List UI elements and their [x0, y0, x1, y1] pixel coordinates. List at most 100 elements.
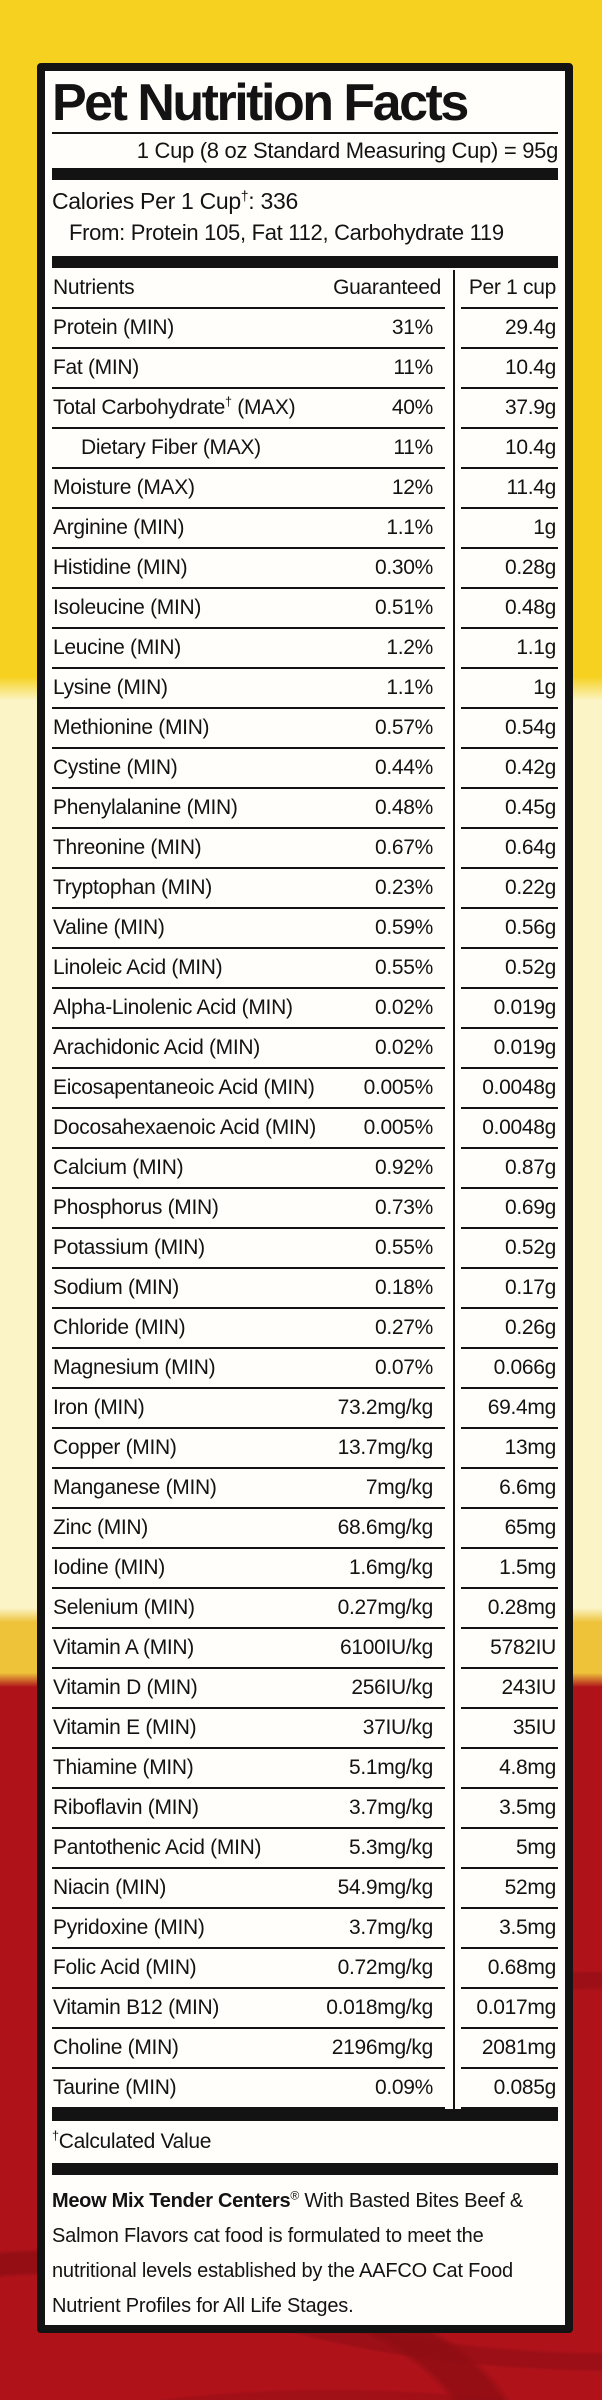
nutrient-name: Manganese (MIN): [53, 1476, 217, 1499]
guaranteed-value: 0.72mg/kg: [337, 1956, 434, 1979]
guaranteed-value: 0.55%: [374, 1236, 433, 1259]
nutrient-name: Methionine (MIN): [53, 716, 210, 739]
table-row: Phenylalanine (MIN) 0.48% 0.45g: [52, 789, 558, 829]
thick-divider-2: [52, 256, 558, 268]
nutrient-name: Iodine (MIN): [53, 1556, 165, 1579]
per-cup-value: 0.017mg: [476, 1996, 556, 2019]
per-cup-value: 1.5mg: [499, 1556, 556, 1579]
column-divider: [453, 270, 455, 2109]
guaranteed-value: 0.59%: [374, 916, 433, 939]
table-row: Fat (MIN) 11% 10.4g: [52, 349, 558, 389]
per-cup-value: 0.87g: [504, 1156, 556, 1179]
per-cup-value: 0.69g: [504, 1196, 556, 1219]
table-row: Thiamine (MIN) 5.1mg/kg 4.8mg: [52, 1749, 558, 1789]
nutrient-name: Valine (MIN): [53, 916, 165, 939]
table-row: Iron (MIN) 73.2mg/kg 69.4mg: [52, 1389, 558, 1429]
guaranteed-value: 0.005%: [363, 1116, 434, 1139]
nutrient-name: Vitamin B12 (MIN): [53, 1996, 220, 2019]
per-cup-value: 0.56g: [504, 916, 556, 939]
nutrient-name: Dietary Fiber (MAX): [81, 436, 261, 459]
dagger-symbol: †: [240, 188, 249, 204]
guaranteed-value: 0.92%: [374, 1156, 433, 1179]
table-row: Eicosapentaneoic Acid (MIN) 0.005% 0.0048g: [52, 1069, 558, 1109]
nutrient-name: Potassium (MIN): [53, 1236, 205, 1259]
header-nutrients: Nutrients: [53, 275, 135, 299]
guaranteed-value: 31%: [391, 316, 433, 339]
nutrient-name: Pantothenic Acid (MIN): [53, 1836, 262, 1859]
nutrient-name: Iron (MIN): [53, 1396, 145, 1419]
table-row: Manganese (MIN) 7mg/kg 6.6mg: [52, 1469, 558, 1509]
guaranteed-value: 1.1%: [386, 516, 433, 539]
table-row: Zinc (MIN) 68.6mg/kg 65mg: [52, 1509, 558, 1549]
table-row: Selenium (MIN) 0.27mg/kg 0.28mg: [52, 1589, 558, 1629]
nutrient-name: Magnesium (MIN): [53, 1356, 216, 1379]
per-cup-value: 0.22g: [504, 876, 556, 899]
guaranteed-value: 0.02%: [374, 1036, 433, 1059]
per-cup-value: 4.8mg: [499, 1756, 556, 1779]
per-cup-value: 0.52g: [504, 1236, 556, 1259]
per-cup-value: 0.085g: [493, 2076, 557, 2099]
per-cup-value: 0.0048g: [482, 1076, 556, 1099]
per-cup-value: 10.4g: [504, 356, 556, 379]
thick-divider-4: [52, 2163, 558, 2175]
table-row: Vitamin E (MIN) 37IU/kg 35IU: [52, 1709, 558, 1749]
table-row: Pantothenic Acid (MIN) 5.3mg/kg 5mg: [52, 1829, 558, 1869]
per-cup-value: 35IU: [512, 1716, 556, 1739]
nutrient-name: Niacin (MIN): [53, 1876, 167, 1899]
calculated-value-footnote: †Calculated Value: [52, 2129, 212, 2153]
guaranteed-value: 40%: [391, 396, 433, 419]
per-cup-value: 0.54g: [504, 716, 556, 739]
calories-block: Calories Per 1 Cup†: 336 From: Protein 1…: [52, 180, 558, 256]
header-guaranteed: Guaranteed: [333, 275, 441, 299]
aafco-statement: Meow Mix Tender Centers® With Basted Bit…: [52, 2188, 523, 2317]
nutrient-name: Choline (MIN): [53, 2036, 179, 2059]
guaranteed-value: 54.9mg/kg: [337, 1876, 434, 1899]
table-row: Leucine (MIN) 1.2% 1.1g: [52, 629, 558, 669]
guaranteed-value: 1.1%: [386, 676, 433, 699]
nutrient-name: Histidine (MIN): [53, 556, 188, 579]
table-row: Tryptophan (MIN) 0.23% 0.22g: [52, 869, 558, 909]
per-cup-value: 3.5mg: [499, 1796, 556, 1819]
guaranteed-value: 11%: [393, 436, 433, 459]
guaranteed-value: 0.44%: [374, 756, 433, 779]
per-cup-value: 1g: [533, 676, 556, 699]
guaranteed-value: 3.7mg/kg: [349, 1796, 433, 1819]
table-header-row: Nutrients Guaranteed Per 1 cup: [52, 268, 558, 309]
table-row: Phosphorus (MIN) 0.73% 0.69g: [52, 1189, 558, 1229]
nutrient-name: Calcium (MIN): [53, 1156, 184, 1179]
product-name: Meow Mix Tender Centers: [52, 2190, 291, 2212]
per-cup-value: 0.68mg: [487, 1956, 557, 1979]
table-row: Linoleic Acid (MIN) 0.55% 0.52g: [52, 949, 558, 989]
table-row: Chloride (MIN) 0.27% 0.26g: [52, 1309, 558, 1349]
dagger-symbol: †: [52, 2129, 59, 2143]
per-cup-value: 0.48g: [504, 596, 556, 619]
table-row: Dietary Fiber (MAX) 11% 10.4g: [52, 429, 558, 469]
per-cup-value: 0.45g: [504, 796, 556, 819]
calories-from-line: From: Protein 105, Fat 112, Carbohydrate…: [69, 220, 504, 245]
nutrient-name: Folic Acid (MIN): [53, 1956, 197, 1979]
table-row: Pyridoxine (MIN) 3.7mg/kg 3.5mg: [52, 1909, 558, 1949]
nutrient-name: Thiamine (MIN): [53, 1756, 194, 1779]
per-cup-value: 0.019g: [493, 996, 557, 1019]
thick-divider-3: [52, 2109, 558, 2121]
guaranteed-value: 256IU/kg: [351, 1676, 433, 1699]
guaranteed-value: 0.67%: [374, 836, 433, 859]
pet-nutrition-facts-panel: Pet Nutrition Facts 1 Cup (8 oz Standard…: [37, 63, 573, 2333]
table-row: Threonine (MIN) 0.67% 0.64g: [52, 829, 558, 869]
nutrient-name: Vitamin D (MIN): [53, 1676, 198, 1699]
nutrient-name: Moisture (MAX): [53, 476, 195, 499]
guaranteed-value: 2196mg/kg: [331, 2036, 434, 2059]
guaranteed-value: 0.73%: [374, 1196, 433, 1219]
per-cup-value: 2081mg: [481, 2036, 556, 2059]
nutrient-name: Copper (MIN): [53, 1436, 177, 1459]
per-cup-value: 0.0048g: [482, 1116, 556, 1139]
table-row: Folic Acid (MIN) 0.72mg/kg 0.68mg: [52, 1949, 558, 1989]
nutrient-table: Nutrients Guaranteed Per 1 cup Protein (…: [52, 268, 558, 2109]
guaranteed-value: 37IU/kg: [362, 1716, 434, 1739]
nutrient-name: Leucine (MIN): [53, 636, 181, 659]
per-cup-value: 0.64g: [504, 836, 556, 859]
table-row: Valine (MIN) 0.59% 0.56g: [52, 909, 558, 949]
guaranteed-value: 0.18%: [374, 1276, 433, 1299]
nutrient-name: Selenium (MIN): [53, 1596, 195, 1619]
per-cup-value: 1.1g: [516, 636, 556, 659]
